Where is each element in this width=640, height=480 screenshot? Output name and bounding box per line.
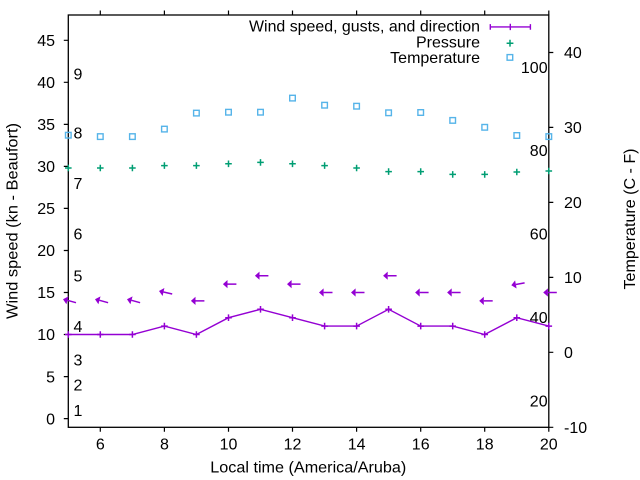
svg-text:1: 1	[74, 403, 83, 420]
svg-text:15: 15	[37, 285, 55, 302]
svg-text:12: 12	[284, 437, 302, 454]
svg-text:20: 20	[37, 243, 55, 260]
svg-text:0: 0	[564, 345, 573, 362]
svg-text:10: 10	[220, 437, 238, 454]
svg-text:Local time (America/Aruba): Local time (America/Aruba)	[210, 459, 406, 476]
svg-text:40: 40	[37, 75, 55, 92]
svg-text:20: 20	[540, 437, 558, 454]
svg-text:Wind speed, gusts, and directi: Wind speed, gusts, and direction	[249, 19, 480, 36]
svg-text:35: 35	[37, 117, 55, 134]
svg-text:45: 45	[37, 33, 55, 50]
svg-text:Wind speed (kn - Beaufort): Wind speed (kn - Beaufort)	[5, 123, 22, 319]
svg-text:14: 14	[348, 437, 366, 454]
svg-text:4: 4	[74, 319, 83, 336]
svg-text:0: 0	[46, 411, 55, 428]
svg-text:7: 7	[74, 176, 83, 193]
svg-text:5: 5	[74, 268, 83, 285]
svg-text:5: 5	[46, 369, 55, 386]
svg-text:Temperature (C - F): Temperature (C - F)	[622, 149, 639, 290]
svg-text:20: 20	[564, 195, 582, 212]
svg-text:30: 30	[564, 120, 582, 137]
svg-text:40: 40	[530, 310, 548, 327]
svg-text:16: 16	[412, 437, 430, 454]
svg-text:3: 3	[74, 353, 83, 370]
svg-text:Pressure: Pressure	[416, 34, 480, 51]
svg-text:6: 6	[74, 226, 83, 243]
svg-text:20: 20	[530, 393, 548, 410]
svg-text:9: 9	[74, 67, 83, 84]
svg-text:8: 8	[74, 126, 83, 143]
svg-text:40: 40	[564, 45, 582, 62]
svg-text:60: 60	[530, 227, 548, 244]
svg-text:10: 10	[37, 327, 55, 344]
svg-text:Temperature: Temperature	[390, 50, 480, 67]
svg-text:10: 10	[564, 270, 582, 287]
svg-text:2: 2	[74, 378, 83, 395]
svg-text:-10: -10	[564, 420, 587, 437]
svg-text:25: 25	[37, 201, 55, 218]
svg-text:6: 6	[96, 437, 105, 454]
svg-text:8: 8	[160, 437, 169, 454]
svg-text:18: 18	[476, 437, 494, 454]
svg-text:80: 80	[530, 143, 548, 160]
svg-text:100: 100	[521, 60, 548, 77]
svg-text:30: 30	[37, 159, 55, 176]
